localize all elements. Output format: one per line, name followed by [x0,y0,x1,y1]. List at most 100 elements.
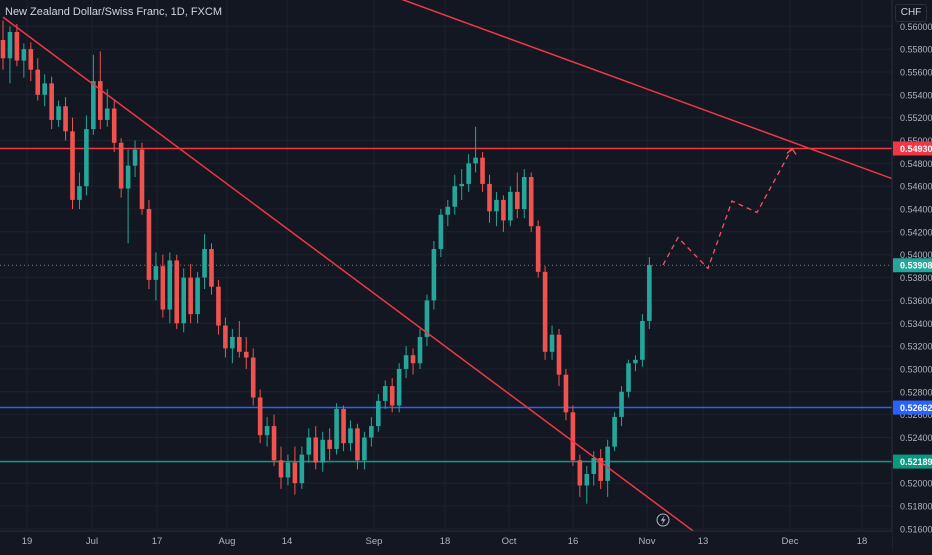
candle-body [528,177,534,227]
candle-down [271,414,277,467]
price-tick-label: 0.55200 [900,113,932,123]
candle-body [494,199,499,212]
candle-body [626,363,631,392]
time-tick-label: Sep [366,536,383,547]
candle-up [21,43,27,78]
candle-body [111,108,117,143]
candle-down [598,448,603,489]
candle-down [563,368,569,421]
candle-up [195,271,200,324]
level-price-label-text: 0.52662 [900,403,932,413]
candle-body [438,214,444,250]
candle-up [299,446,305,489]
candle-body [292,462,298,484]
candle-down [515,172,520,219]
candle-down [542,266,548,360]
candle-down [556,328,562,387]
candle-down [355,423,360,470]
price-tick-label: 0.55800 [900,45,932,55]
candle-up [285,454,291,486]
time-tick-label: Aug [219,536,236,547]
candle-up [56,100,61,127]
candle-body [77,186,82,200]
candle-body [431,249,437,301]
candle-body [195,277,200,315]
price-tick-label: 0.53000 [900,364,932,374]
candle-up [132,140,138,178]
projection-dashed-line [662,148,793,270]
level-price-label-bg [893,400,932,415]
candle-body [417,336,423,364]
price-axis[interactable]: 0.56000 0.55800 0.55600 0.55400 0.55200 0.550… [891,0,932,550]
candle-body [63,106,68,132]
candle-up [626,359,631,398]
candle-up [362,431,367,470]
level-price-label-text: 0.54930 [900,144,932,154]
candle-body [14,31,20,61]
candle-up [181,268,186,333]
candle-body [508,191,513,221]
candle-body [355,428,360,461]
price-tick-label: 0.54600 [900,182,932,192]
lightning-icon-bolt [660,515,666,525]
candle-up [396,363,402,413]
candle-body [278,460,284,478]
candles [0,20,652,504]
price-tick-label: 0.54000 [900,250,932,260]
candle-up [459,169,464,200]
time-axis-bg [0,531,892,550]
candle-body [382,386,388,401]
candle-body [313,437,319,463]
candle-up [605,439,610,497]
candle-body [598,458,603,481]
candle-body [7,31,13,59]
price-tick-label: 0.52000 [900,479,932,489]
candle-up [264,416,270,447]
candle-up [306,428,312,463]
candle-up [424,294,430,347]
candle-up [549,325,555,360]
candle-body [515,191,520,210]
candle-up [494,191,499,227]
candle-down [139,142,145,215]
candle-up [77,172,82,210]
candle-body [125,165,131,189]
candle-body [403,355,409,369]
candle-down [35,58,41,101]
candle-body [271,426,277,461]
candle-body [98,81,103,120]
candle-up [42,74,47,107]
candle-down [160,254,166,318]
candle-down [257,389,263,444]
candle-down [243,336,249,369]
candle-down [410,348,416,375]
candle-up [7,26,13,84]
candle-body [563,374,569,413]
candle-up [125,149,131,244]
candle-body [139,149,145,210]
grid [0,0,892,530]
lightning-icon [656,513,670,527]
candle-body [167,260,173,310]
candle-down [389,378,395,413]
currency-button[interactable]: CHF [895,4,927,22]
candle-up [84,115,89,196]
candle-body [459,183,464,187]
candle-body [619,391,624,417]
candle-down [63,97,68,141]
candle-body [209,249,214,287]
level-price-label: 0.53908 [893,258,932,273]
price-tick-label: 0.55000 [900,136,932,146]
time-axis[interactable]: 19 Jul 17 Aug 14 Sep 18 Oct 16 Nov 13 Dec 18 [0,530,892,550]
candle-body [501,199,506,221]
candle-body [132,149,138,166]
level-price-label: 0.52662 [893,400,932,415]
price-tick-label: 0.53800 [900,273,932,283]
candle-body [70,131,75,200]
candle-up [369,416,374,447]
candle-down [341,405,346,452]
candle-body [42,83,47,95]
candle-body [334,408,339,449]
